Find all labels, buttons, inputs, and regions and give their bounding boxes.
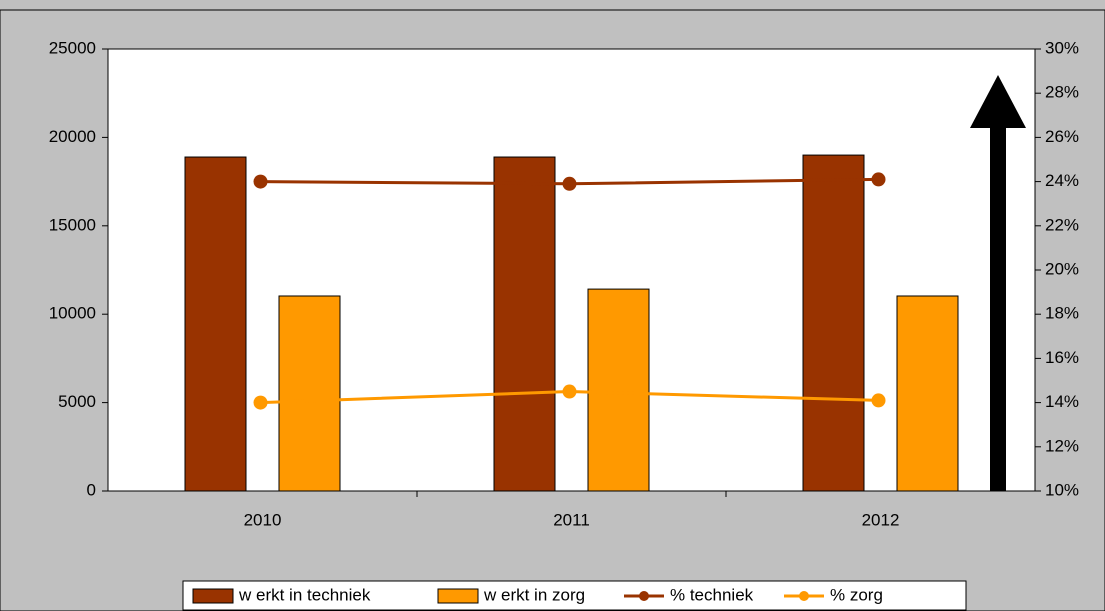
point xyxy=(871,172,886,187)
y2-tick-label: 30% xyxy=(1045,38,1079,57)
bar xyxy=(587,288,650,492)
y2-tick-label: 12% xyxy=(1045,436,1079,455)
point xyxy=(562,176,577,191)
x-tick-label: 2012 xyxy=(862,510,900,529)
x-tick-label: 2011 xyxy=(553,510,590,529)
y-tick-label: 25000 xyxy=(49,38,96,57)
legend-marker xyxy=(639,591,649,601)
legend-swatch xyxy=(437,588,479,604)
y-tick-label: 0 xyxy=(87,480,96,499)
legend-label: % techniek xyxy=(670,585,754,604)
y2-tick-label: 26% xyxy=(1045,127,1079,146)
bar xyxy=(184,156,247,492)
y2-tick-label: 14% xyxy=(1045,392,1079,411)
y2-tick-label: 28% xyxy=(1045,83,1079,102)
y-tick-label: 15000 xyxy=(49,215,96,234)
y2-tick-label: 16% xyxy=(1045,348,1079,367)
plot-area xyxy=(107,48,1036,492)
y2-tick-label: 20% xyxy=(1045,259,1079,278)
bar xyxy=(493,156,556,492)
y2-tick-label: 18% xyxy=(1045,304,1079,323)
legend-label: w erkt in techniek xyxy=(238,585,371,604)
point xyxy=(253,174,268,189)
legend-swatch xyxy=(192,588,234,604)
y-tick-label: 5000 xyxy=(58,392,96,411)
legend xyxy=(182,580,967,611)
point xyxy=(253,395,268,410)
bar xyxy=(896,295,959,492)
legend-label: w erkt in zorg xyxy=(483,585,585,604)
y-tick-label: 10000 xyxy=(49,304,96,323)
legend-marker xyxy=(799,591,809,601)
y-tick-label: 20000 xyxy=(49,127,96,146)
y2-tick-label: 10% xyxy=(1045,480,1079,499)
bar xyxy=(802,154,865,492)
y2-tick-label: 24% xyxy=(1045,171,1079,190)
point xyxy=(871,393,886,408)
legend-label: % zorg xyxy=(830,585,883,604)
y2-tick-label: 22% xyxy=(1045,215,1079,234)
bar xyxy=(278,295,341,492)
arrow xyxy=(970,75,1026,491)
point xyxy=(562,384,577,399)
x-tick-label: 2010 xyxy=(244,510,282,529)
